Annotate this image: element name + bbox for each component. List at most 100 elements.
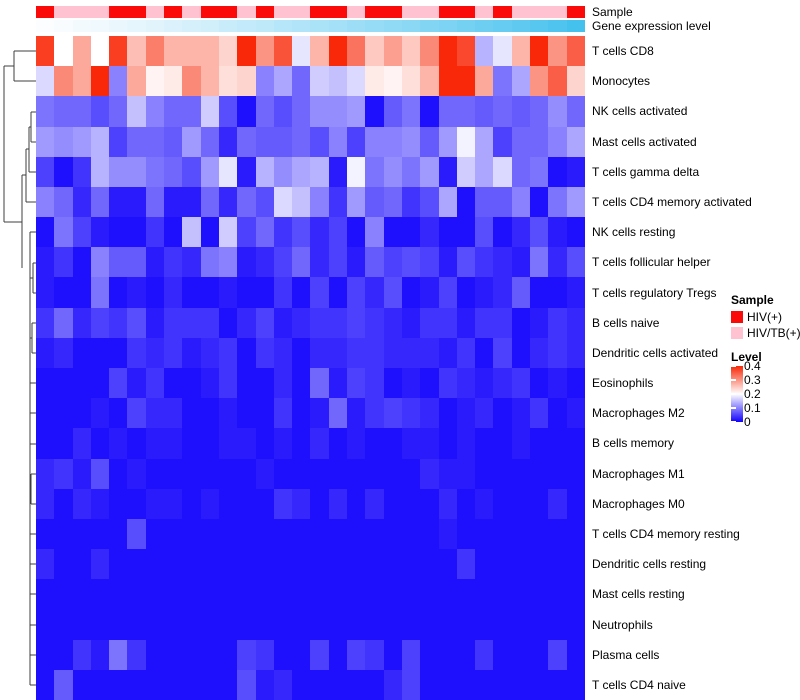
heatmap-cell (365, 337, 384, 368)
heatmap-cell (127, 36, 146, 67)
expression-annotation-cell (292, 20, 311, 32)
row-label: B cells naive (592, 315, 660, 330)
heatmap-cell (420, 428, 439, 459)
heatmap-cell (530, 307, 549, 338)
heatmap-cell (438, 277, 457, 308)
heatmap-cell (145, 96, 165, 127)
heatmap-cell (145, 277, 165, 308)
heatmap-cell (548, 217, 567, 248)
heatmap-cell (383, 549, 402, 580)
heatmap-cell (383, 428, 402, 459)
heatmap-cell (255, 156, 274, 187)
heatmap-cell (511, 428, 531, 459)
heatmap-cell (566, 428, 585, 459)
heatmap-cell (36, 217, 55, 248)
heatmap-cell (310, 156, 329, 187)
level-tick-mark (731, 365, 736, 367)
heatmap-cell (566, 398, 585, 429)
heatmap-cell (475, 156, 494, 187)
heatmap-cell (420, 579, 439, 610)
heatmap-cell (127, 156, 146, 187)
heatmap-cell (438, 669, 457, 700)
heatmap-cell (36, 639, 55, 670)
heatmap-cell (292, 518, 311, 550)
heatmap-cell (164, 156, 183, 187)
heatmap-cell (548, 277, 567, 308)
heatmap-cell (72, 549, 91, 580)
heatmap-cell (182, 126, 201, 157)
heatmap-cell (182, 247, 201, 278)
heatmap-cell (347, 398, 366, 429)
row-label: NK cells resting (592, 225, 676, 240)
heatmap-cell (164, 458, 183, 489)
heatmap-cell (456, 428, 476, 459)
heatmap-cell (365, 367, 384, 399)
heatmap-cell (145, 639, 165, 670)
heatmap-cell (127, 186, 146, 218)
sample-annotation-cell (237, 6, 256, 18)
heatmap-cell (164, 549, 183, 580)
heatmap-cell (548, 458, 567, 489)
heatmap-cell (164, 66, 183, 97)
heatmap-cell (200, 337, 219, 368)
heatmap-cell (456, 66, 476, 97)
heatmap-grid (36, 36, 585, 700)
heatmap-cell (328, 518, 348, 550)
heatmap-cell (200, 398, 219, 429)
heatmap-cell (109, 609, 128, 640)
sample-annotation-cell (383, 6, 402, 18)
heatmap-cell (475, 398, 494, 429)
heatmap-cell (255, 518, 274, 550)
heatmap-cell (218, 367, 238, 399)
heatmap-cell (347, 247, 366, 278)
heatmap-cell (566, 367, 585, 399)
heatmap-cell (72, 307, 91, 338)
heatmap-cell (383, 126, 402, 157)
heatmap-cell (200, 217, 219, 248)
heatmap-cell (36, 428, 55, 459)
sample-annotation-cell (255, 6, 274, 18)
heatmap-cell (218, 579, 238, 610)
heatmap-cell (365, 609, 384, 640)
heatmap-cell (530, 458, 549, 489)
heatmap-cell (127, 126, 146, 157)
heatmap-cell (127, 96, 146, 127)
heatmap-cell (420, 669, 439, 700)
heatmap-cell (548, 518, 567, 550)
heatmap-cell (90, 186, 110, 218)
heatmap-cell (530, 66, 549, 97)
heatmap-cell (72, 458, 91, 489)
heatmap-cell (438, 398, 457, 429)
sample-annotation-cell (328, 6, 348, 18)
heatmap-cell (292, 126, 311, 157)
heatmap-cell (365, 217, 384, 248)
heatmap-cell (237, 277, 256, 308)
heatmap-cell (90, 217, 110, 248)
heatmap-cell (72, 247, 91, 278)
sample-annotation-cell (109, 6, 128, 18)
heatmap-cell (365, 156, 384, 187)
row-label: Macrophages M0 (592, 496, 685, 511)
heatmap-cell (493, 669, 512, 700)
heatmap-cell (328, 247, 348, 278)
expression-annotation-cell (127, 20, 146, 32)
heatmap-cell (72, 156, 91, 187)
hiv-color-swatch (731, 311, 743, 323)
heatmap-cell (493, 579, 512, 610)
heatmap-cell (36, 488, 55, 519)
heatmap-cell (511, 458, 531, 489)
heatmap-cell (273, 96, 293, 127)
heatmap-cell (420, 156, 439, 187)
heatmap-cell (182, 669, 201, 700)
heatmap-cell (36, 458, 55, 489)
expression-annotation-cell (475, 20, 494, 32)
heatmap-cell (401, 367, 421, 399)
heatmap-cell (438, 156, 457, 187)
heatmap-cell (54, 609, 73, 640)
heatmap-cell (475, 428, 494, 459)
heatmap-cell (475, 639, 494, 670)
heatmap-cell (273, 639, 293, 670)
heatmap-cell (36, 609, 55, 640)
expression-annotation-cell (401, 20, 421, 32)
heatmap-cell (127, 579, 146, 610)
